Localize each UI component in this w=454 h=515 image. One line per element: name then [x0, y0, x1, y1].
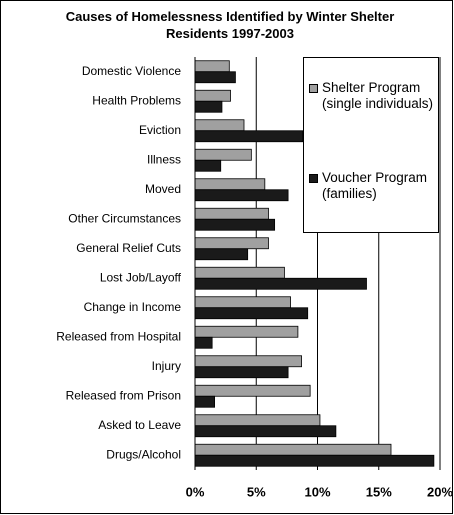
y-tick-label: Change in Income — [84, 300, 182, 314]
bar — [194, 130, 304, 143]
legend: Shelter Program (single individuals) Vouc… — [303, 57, 439, 233]
y-tick-label: Drugs/Alcohol — [106, 447, 181, 461]
y-tick-label: Released from Hospital — [56, 329, 181, 343]
y-tick-label: Released from Prison — [66, 388, 181, 402]
bar — [194, 178, 266, 191]
bar — [194, 148, 252, 161]
x-tick-label: 0% — [186, 484, 205, 499]
x-tick-label: 20% — [427, 484, 453, 499]
bar — [194, 296, 291, 309]
bar — [194, 266, 285, 279]
legend-item: Shelter Program (single individuals) — [309, 80, 438, 112]
bars — [194, 60, 435, 467]
bar — [194, 100, 223, 113]
bar — [194, 454, 435, 467]
bar — [194, 443, 392, 456]
bar — [194, 60, 230, 73]
y-tick-label: Asked to Leave — [98, 418, 181, 432]
y-tick-label: Other Circumstances — [68, 211, 181, 225]
bar — [194, 218, 276, 231]
bar — [194, 119, 245, 132]
x-tick-label: 5% — [247, 484, 266, 499]
chart-title: Causes of Homelessness Identified by Win… — [65, 9, 395, 41]
y-tick-label: Moved — [145, 182, 181, 196]
bar — [194, 248, 249, 261]
bar — [194, 395, 216, 408]
legend-swatch — [309, 174, 318, 183]
y-tick-label: Injury — [152, 359, 181, 373]
y-tick-label: Health Problems — [92, 93, 181, 107]
bar — [194, 207, 269, 220]
bar — [194, 71, 236, 84]
bar — [194, 325, 299, 338]
legend-swatch — [309, 84, 318, 93]
legend-label: Voucher Program (families) — [322, 170, 428, 201]
x-tick-label: 10% — [304, 484, 330, 499]
bar — [194, 307, 309, 320]
y-tick-label: Lost Job/Layoff — [100, 270, 182, 284]
y-tick-label: Domestic Violence — [82, 64, 181, 78]
bar — [194, 384, 311, 397]
bar — [194, 277, 367, 290]
y-tick-label: Eviction — [139, 123, 181, 137]
y-tick-label: General Relief Cuts — [76, 241, 181, 255]
bar — [194, 89, 231, 102]
bar — [194, 159, 222, 172]
bar — [194, 366, 289, 379]
legend-label: Shelter Program (single individuals) — [322, 80, 434, 111]
legend-item: Voucher Program (families) — [309, 170, 438, 202]
y-tick-label: Illness — [147, 152, 181, 166]
x-tick-label: 15% — [366, 484, 392, 499]
bar — [194, 336, 213, 349]
bar — [194, 425, 337, 438]
bar — [194, 189, 289, 202]
bar — [194, 355, 302, 368]
bar — [194, 414, 321, 427]
bar — [194, 237, 269, 250]
